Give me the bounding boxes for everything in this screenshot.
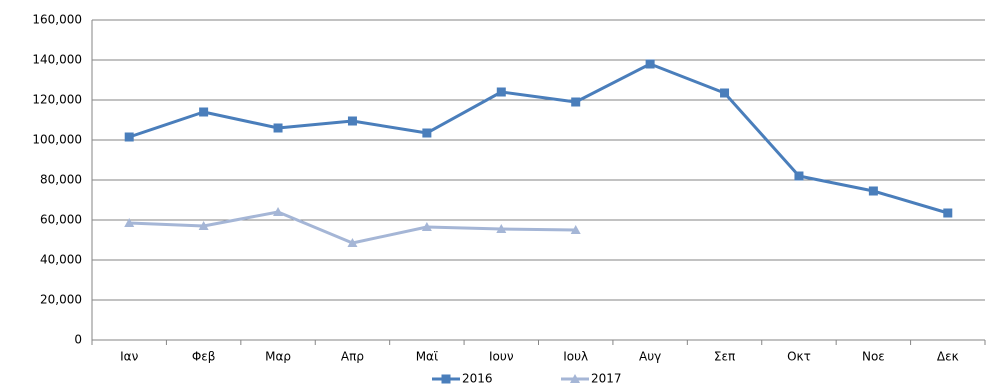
legend-label: 2016 [462, 372, 493, 386]
x-tick-label: Δεκ [937, 350, 959, 364]
series-line [128, 62, 949, 215]
data-point [347, 238, 358, 247]
legend-marker [441, 374, 451, 384]
data-point [794, 171, 804, 181]
x-tick-label: Μαϊ [416, 350, 438, 364]
x-tick-label: Σεπ [714, 350, 735, 364]
data-point [273, 207, 284, 216]
data-point [720, 88, 730, 98]
y-tick-label: 120,000 [32, 93, 82, 107]
x-tick-label: Ιουλ [563, 350, 588, 364]
data-point [943, 208, 953, 218]
data-point [198, 221, 209, 230]
y-tick-label: 140,000 [32, 53, 82, 67]
data-point [868, 186, 878, 196]
y-tick-label: 160,000 [32, 13, 82, 27]
data-point [496, 224, 507, 233]
legend-marker [570, 374, 580, 383]
data-point [421, 222, 432, 231]
x-tick-label: Ιαν [120, 350, 138, 364]
y-tick-label: 100,000 [32, 133, 82, 147]
x-tick-label: Νοε [862, 350, 885, 364]
data-point [124, 218, 135, 227]
y-tick-label: 20,000 [40, 293, 82, 307]
x-tick-label: Απρ [341, 350, 364, 364]
x-tick-label: Φεβ [192, 350, 216, 364]
data-point [273, 123, 283, 133]
y-tick-label: 0 [74, 333, 82, 347]
x-tick-label: Μαρ [265, 350, 291, 364]
data-point [422, 128, 432, 138]
data-point [645, 59, 655, 69]
data-point [496, 87, 506, 97]
data-point [570, 225, 581, 234]
x-tick-label: Οκτ [787, 350, 811, 364]
y-tick-label: 80,000 [40, 173, 82, 187]
x-tick-label: Αυγ [639, 350, 661, 364]
data-point [347, 116, 357, 126]
data-point [124, 132, 134, 142]
data-point [199, 107, 209, 117]
y-tick-label: 40,000 [40, 253, 82, 267]
y-tick-label: 60,000 [40, 213, 82, 227]
legend-label: 2017 [591, 372, 622, 386]
data-point [571, 97, 581, 107]
x-tick-label: Ιουν [489, 350, 514, 364]
